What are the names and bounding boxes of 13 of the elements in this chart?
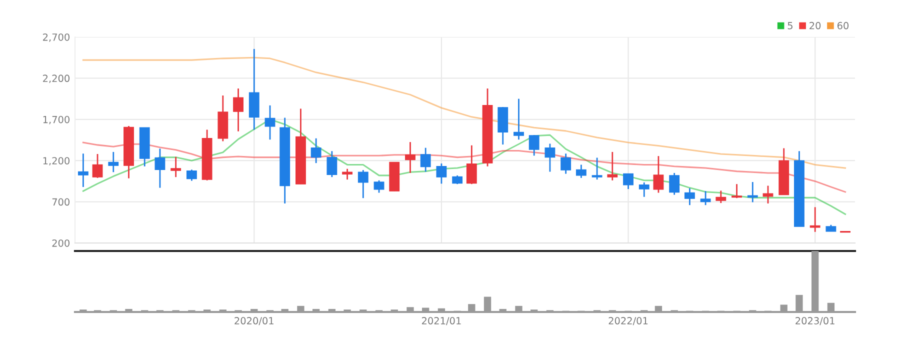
- x-tick-label: 2022/01: [608, 317, 648, 326]
- x-tick-label: 2023/01: [796, 317, 834, 326]
- legend-label: 60: [837, 22, 849, 30]
- legend-label: 20: [810, 22, 821, 30]
- y-tick-label: 1,200: [43, 157, 70, 166]
- y-tick-label: 700: [52, 198, 70, 206]
- legend-label: 5: [788, 22, 792, 30]
- y-tick-label: 2,700: [43, 33, 70, 42]
- x-tick-label: 2020/01: [234, 317, 274, 326]
- y-tick-label: 200: [52, 239, 70, 247]
- y-tick-label: 2,200: [43, 74, 70, 84]
- y-tick-label: 1,700: [43, 116, 70, 124]
- x-tick-label: 2021/01: [422, 317, 461, 326]
